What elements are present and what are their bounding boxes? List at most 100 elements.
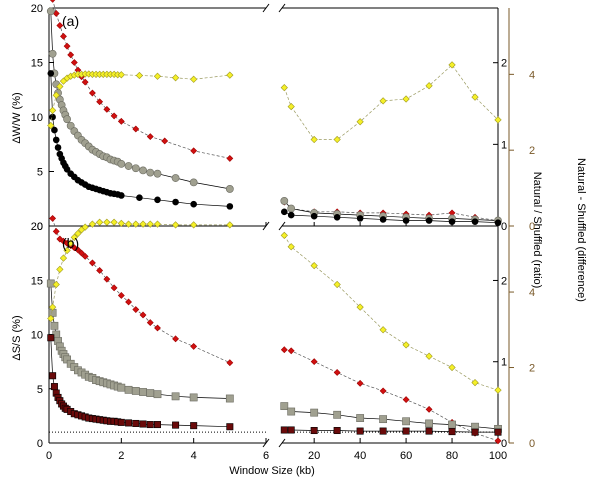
data-point (74, 229, 82, 238)
data-point (287, 204, 296, 213)
data-point (56, 22, 64, 29)
axis-break-mark (278, 3, 286, 13)
data-point (189, 393, 198, 402)
data-point (425, 352, 433, 360)
data-point (49, 372, 57, 380)
y-tick-label: 10 (31, 112, 43, 124)
data-point (356, 303, 364, 311)
data-point (448, 61, 456, 69)
x-tick-label: 60 (400, 450, 412, 462)
data-point (48, 49, 57, 58)
data-point (310, 427, 318, 435)
data-point (356, 379, 364, 387)
y3-tick-label: 2 (529, 145, 535, 157)
data-point (379, 415, 388, 424)
data-point (50, 321, 59, 330)
data-point (136, 194, 143, 201)
data-point (280, 208, 288, 216)
data-point (379, 326, 387, 334)
data-point (124, 385, 133, 394)
data-point (448, 428, 456, 436)
y3-axis-label: Natural - Shuffled (difference) (575, 158, 587, 302)
y-tick-label: 10 (31, 330, 43, 342)
data-point (333, 135, 341, 144)
data-point (59, 254, 68, 262)
data-point (125, 298, 132, 306)
data-point (139, 220, 147, 228)
x-tick-label: 100 (489, 450, 507, 462)
data-point (46, 7, 55, 16)
data-point (146, 168, 155, 177)
y3-tick-label: 2 (529, 363, 535, 375)
data-point (78, 249, 85, 257)
data-point (379, 387, 387, 395)
data-point (56, 265, 64, 274)
data-point (402, 217, 410, 224)
data-point (333, 369, 341, 376)
series-line-gray (50, 283, 230, 399)
data-point (139, 420, 147, 428)
data-point (47, 314, 55, 323)
data-point (287, 243, 295, 251)
data-point (226, 221, 234, 229)
data-point (494, 116, 502, 124)
y3-tick-label: 4 (529, 69, 535, 81)
data-point (310, 212, 318, 220)
data-point (96, 267, 104, 274)
y3-tick-label: 0 (529, 438, 535, 450)
data-point (190, 200, 197, 208)
data-point (153, 390, 162, 399)
series-line-yellow (284, 235, 499, 391)
x-tick-label: 20 (308, 450, 320, 462)
data-point (60, 32, 67, 40)
data-point (154, 324, 161, 332)
data-point (70, 233, 78, 241)
series-line-black (50, 73, 230, 207)
y-tick-label: 20 (31, 221, 43, 233)
data-point (225, 394, 234, 403)
data-point (356, 118, 364, 126)
data-point (287, 347, 295, 355)
data-point (471, 218, 479, 225)
data-point (425, 427, 433, 435)
data-point (110, 284, 118, 292)
data-point (63, 42, 71, 50)
data-point (49, 214, 57, 222)
data-point (471, 93, 479, 101)
data-point (51, 126, 58, 134)
data-point (287, 102, 295, 111)
data-point (189, 178, 198, 187)
y2-tick-label: 2 (501, 275, 507, 287)
data-point (153, 72, 162, 80)
data-point (333, 427, 341, 435)
data-point (280, 231, 288, 240)
data-point (172, 198, 179, 206)
data-point (96, 98, 104, 106)
data-point (63, 166, 71, 173)
data-point (117, 71, 125, 79)
series-line-red (52, 218, 230, 364)
data-point (190, 147, 198, 155)
data-point (333, 280, 341, 289)
data-point (425, 419, 433, 428)
data-point (132, 220, 140, 228)
data-point (146, 220, 154, 228)
data-point (425, 82, 433, 90)
axis-break-mark (278, 438, 286, 448)
y-tick-label: 20 (31, 3, 43, 15)
data-point (47, 70, 55, 77)
data-point (402, 341, 410, 349)
y-axis-label-a: ΔW/W (%) (11, 92, 23, 143)
data-point (402, 95, 410, 103)
data-point (70, 59, 78, 66)
data-point (96, 218, 104, 226)
data-point (52, 228, 60, 235)
data-point (287, 211, 295, 219)
data-point (226, 203, 234, 210)
data-point (172, 421, 180, 429)
data-point (171, 74, 180, 82)
data-point (280, 197, 289, 205)
data-point (81, 223, 89, 231)
panel-label-b: (b) (62, 235, 79, 251)
data-point (356, 414, 365, 422)
